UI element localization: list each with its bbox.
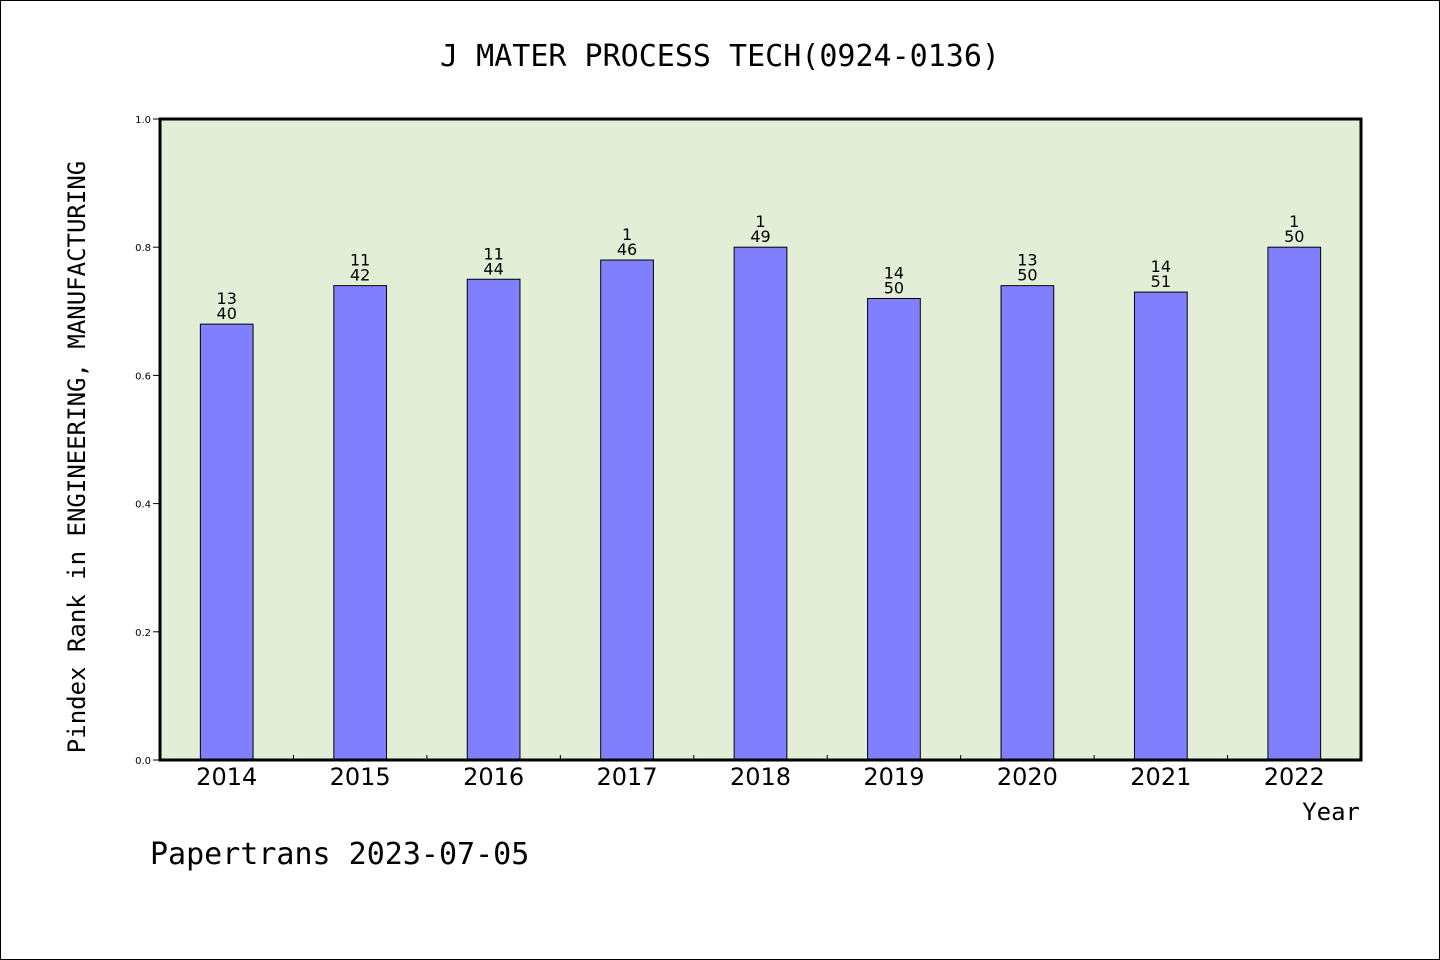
bar-label-total: 46 bbox=[617, 240, 637, 259]
bar-2016 bbox=[466, 278, 521, 761]
bar-label-total: 51 bbox=[1151, 272, 1171, 291]
chart-title: J MATER PROCESS TECH(0924-0136) bbox=[440, 39, 1000, 74]
bar-label-rank: 14 bbox=[884, 263, 904, 282]
bar-2017 bbox=[600, 259, 654, 761]
bar-2021 bbox=[1133, 291, 1188, 761]
bar-label-rank: 14 bbox=[1151, 257, 1171, 276]
x-tick-label: 2021 bbox=[1130, 763, 1191, 791]
y-tick-label: 0.8 bbox=[135, 243, 151, 254]
footer-text: Papertrans 2023-07-05 bbox=[150, 837, 529, 872]
bar-label-total: 44 bbox=[483, 259, 503, 278]
y-tick-label: 0.6 bbox=[135, 371, 151, 382]
bar-label-total: 40 bbox=[217, 304, 237, 323]
bar-label-total: 50 bbox=[1284, 227, 1304, 246]
x-tick-label: 2014 bbox=[196, 763, 257, 791]
x-tick-label: 2019 bbox=[863, 763, 924, 791]
x-tick-label: 2018 bbox=[730, 763, 791, 791]
bar-label-rank: 11 bbox=[483, 244, 503, 263]
y-tick-label: 0.2 bbox=[135, 628, 151, 639]
bar-label-total: 50 bbox=[884, 278, 904, 297]
bar-label-rank: 11 bbox=[350, 251, 370, 270]
bar-label-rank: 1 bbox=[622, 225, 632, 244]
x-tick-label: 2016 bbox=[463, 763, 524, 791]
x-axis-label: Year bbox=[1302, 798, 1360, 826]
bar-2020 bbox=[1000, 285, 1055, 761]
x-tick-label: 2020 bbox=[997, 763, 1058, 791]
bar-label-total: 50 bbox=[1017, 266, 1037, 285]
bar-2015 bbox=[333, 285, 388, 761]
y-axis: 0.0 0.2 0.4 0.6 0.8 1.0 bbox=[135, 115, 160, 767]
bar-2019 bbox=[867, 297, 921, 761]
y-tick-label: 0.4 bbox=[135, 500, 151, 511]
x-tick-label: 2015 bbox=[330, 763, 391, 791]
bar-2014 bbox=[199, 323, 254, 761]
x-tick-label: 2017 bbox=[597, 763, 658, 791]
y-tick-label: 0.0 bbox=[135, 756, 151, 767]
plot-border bbox=[158, 117, 1363, 762]
bar-2018 bbox=[733, 246, 788, 761]
bar-label-rank: 13 bbox=[1017, 251, 1037, 270]
bar-label-total: 49 bbox=[750, 227, 770, 246]
bars bbox=[199, 246, 1322, 761]
y-tick-label: 1.0 bbox=[135, 115, 151, 126]
bar-label-rank: 1 bbox=[1289, 212, 1299, 231]
x-axis: 2014 2015 2016 2017 2018 2019 2020 2021 2022 bbox=[196, 755, 1325, 791]
bar-label-rank: 1 bbox=[755, 212, 765, 231]
bar-label-total: 42 bbox=[350, 266, 370, 285]
x-tick-label: 2022 bbox=[1264, 763, 1325, 791]
bar-2022 bbox=[1267, 246, 1322, 761]
y-axis-label: Pindex Rank in ENGINEERING, MANUFACTURIN… bbox=[63, 161, 91, 753]
bar-label-rank: 13 bbox=[217, 289, 237, 308]
